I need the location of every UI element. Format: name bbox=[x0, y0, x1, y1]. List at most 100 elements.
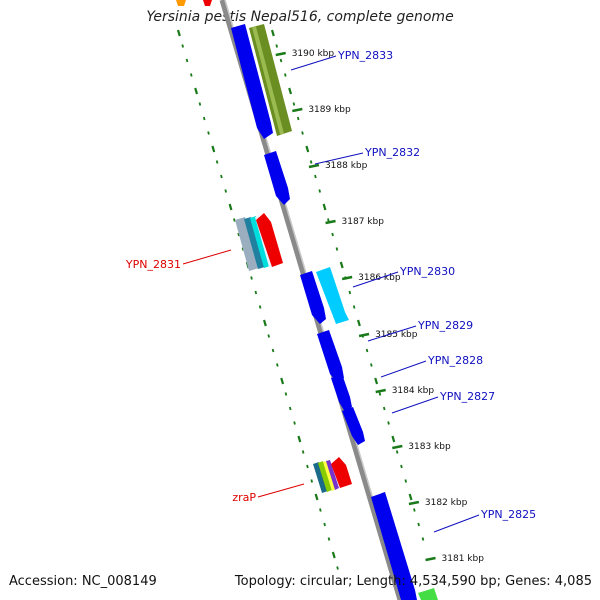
gene-leader-line bbox=[433, 514, 480, 533]
reverse-tick-track-tick bbox=[310, 479, 314, 483]
gene-label-ypn_2828[interactable]: YPN_2828 bbox=[427, 354, 483, 367]
gene-zrap-yellow bbox=[323, 461, 336, 491]
gene-label-ypn_2832[interactable]: YPN_2832 bbox=[364, 146, 420, 159]
reverse-tick-track-tick bbox=[220, 174, 223, 179]
reverse-tick-track-tick bbox=[280, 377, 285, 385]
gene-zrap-teal bbox=[313, 462, 328, 493]
forward-tick-track-tick bbox=[395, 450, 399, 454]
scale-label: 3190 kbp bbox=[292, 49, 335, 59]
forward-tick-track-tick bbox=[404, 479, 408, 483]
gene-leader-line bbox=[367, 325, 417, 342]
gene-zrap-purple bbox=[326, 460, 339, 490]
reverse-tick-track-tick bbox=[250, 276, 253, 280]
reverse-tick-track-tick bbox=[331, 551, 336, 559]
forward-tick-track-tick bbox=[374, 377, 379, 385]
gene-label-zrap[interactable]: zraP bbox=[232, 491, 256, 504]
forward-tick-track-tick bbox=[322, 203, 327, 211]
forward-tick-track-tick bbox=[413, 508, 416, 512]
gene-label-ypn_2833[interactable]: YPN_2833 bbox=[337, 49, 393, 62]
gene-olive-shade bbox=[252, 26, 284, 135]
scale-major-tick bbox=[408, 500, 420, 506]
forward-tick-track-tick bbox=[318, 189, 321, 193]
scale-major-tick bbox=[341, 275, 353, 281]
gene-ypn2833-glyph bbox=[231, 24, 273, 139]
gene-label-ypn_2829[interactable]: YPN_2829 bbox=[417, 319, 473, 332]
reverse-tick-track-tick bbox=[198, 102, 202, 106]
forward-tick-track-tick bbox=[279, 58, 283, 63]
forward-tick-track-tick bbox=[275, 44, 278, 48]
reverse-tick-track-tick bbox=[254, 290, 258, 295]
gene-ypn2830-glyph bbox=[300, 271, 326, 324]
gene-ypn2830-cyan-glyph bbox=[316, 267, 349, 324]
accession-text: Accession: NC_008149 bbox=[9, 574, 157, 589]
gene-zrap-lime bbox=[318, 461, 332, 492]
forward-tick-track-tick bbox=[378, 392, 382, 396]
gene-leader-line bbox=[380, 360, 427, 378]
scale-major-tick bbox=[392, 444, 403, 450]
scale-major-tick bbox=[425, 556, 436, 562]
gene-leader-line bbox=[182, 249, 232, 265]
forward-tick-track-tick bbox=[356, 319, 361, 327]
forward-strand-genes bbox=[231, 24, 438, 600]
scale-label: 3183 kbp bbox=[408, 442, 451, 452]
reverse-tick-track-tick bbox=[237, 232, 240, 237]
gene-ypn2828-glyph bbox=[331, 374, 352, 412]
reverse-tick-track-tick bbox=[181, 44, 184, 48]
scale-label: 3182 kbp bbox=[425, 498, 468, 508]
forward-tick-track-tick bbox=[421, 537, 425, 541]
scale-major-tick bbox=[308, 163, 320, 169]
genome-summary-text: Topology: circular; Length: 4,534,590 bp… bbox=[234, 574, 592, 589]
reverse-tick-track-tick bbox=[262, 319, 267, 327]
forward-tick-track-tick bbox=[352, 305, 356, 309]
forward-tick-track-tick bbox=[408, 493, 413, 501]
gene-leader-line bbox=[391, 396, 439, 414]
reverse-tick-track-tick bbox=[258, 305, 262, 309]
reverse-tick-track-tick bbox=[190, 73, 193, 77]
reverse-tick-track-tick bbox=[185, 58, 189, 63]
scale-major-tick bbox=[292, 107, 303, 113]
forward-tick-track-tick bbox=[301, 131, 304, 135]
forward-tick-track-tick bbox=[270, 29, 275, 37]
reverse-tick-track-tick bbox=[207, 131, 210, 135]
forward-tick-track-tick bbox=[339, 261, 344, 269]
forward-tick-track-tick bbox=[292, 102, 296, 106]
forward-tick-track-tick bbox=[296, 116, 300, 121]
gene-label-ypn_2830[interactable]: YPN_2830 bbox=[399, 265, 455, 278]
gene-green-partial bbox=[418, 588, 438, 600]
gene-label-ypn_2831[interactable]: YPN_2831 bbox=[125, 258, 181, 271]
scale-label: 3188 kbp bbox=[325, 161, 368, 171]
reverse-tick-track-tick bbox=[271, 348, 275, 353]
reverse-tick-track-tick bbox=[293, 421, 296, 425]
genome-title: Yersinia pestis Nepal516, complete genom… bbox=[146, 9, 454, 25]
partial-gene-red bbox=[203, 0, 212, 6]
scale-label: 3184 kbp bbox=[392, 386, 435, 396]
partial-gene-orange bbox=[176, 0, 186, 6]
reverse-tick-track-tick bbox=[327, 537, 331, 541]
gene-label-ypn_2825[interactable]: YPN_2825 bbox=[480, 508, 536, 521]
forward-tick-track-tick bbox=[365, 348, 369, 353]
gene-ypn2831-teal bbox=[244, 217, 265, 269]
reverse-tick-track-tick bbox=[319, 508, 322, 512]
forward-tick-track-tick bbox=[335, 247, 339, 251]
reverse-tick-track-tick bbox=[314, 493, 319, 501]
scale-label: 3185 kbp bbox=[375, 330, 418, 340]
reverse-tick-track-tick bbox=[276, 363, 279, 367]
reverse-tick-track-tick bbox=[306, 464, 309, 469]
partial-top-genes bbox=[176, 0, 212, 6]
forward-tick-track-tick bbox=[417, 522, 420, 527]
scale-label: 3181 kbp bbox=[442, 554, 485, 564]
reverse-tick-track-tick bbox=[336, 566, 339, 570]
forward-tick-track-tick bbox=[314, 174, 317, 179]
reverse-tick-track-tick bbox=[323, 522, 326, 527]
gene-label-ypn_2827[interactable]: YPN_2827 bbox=[439, 390, 495, 403]
gene-ypn2832-glyph bbox=[264, 151, 290, 205]
scale-major-tick bbox=[375, 388, 386, 394]
gene-ypn2829-glyph bbox=[317, 330, 344, 383]
forward-tick-track-tick bbox=[387, 421, 390, 425]
gene-leader-line bbox=[257, 483, 305, 498]
gene-leader-line bbox=[314, 152, 364, 165]
forward-tick-track-tick bbox=[327, 218, 330, 222]
gene-ypn2825-glyph bbox=[371, 492, 417, 600]
